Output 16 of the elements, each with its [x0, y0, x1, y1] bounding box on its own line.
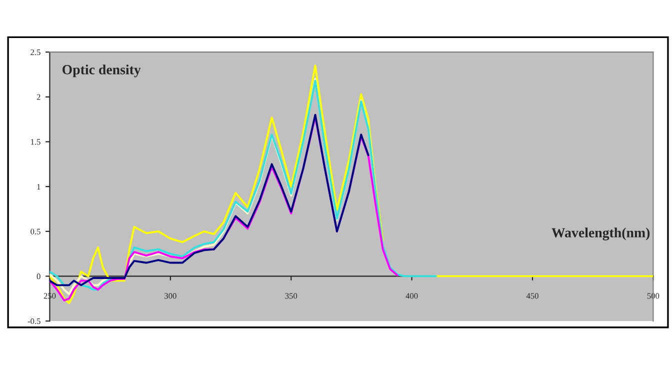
- x-tick-label: 350: [285, 293, 298, 299]
- x-tick-label: 450: [526, 293, 538, 299]
- y-axis-title: Optic density: [62, 64, 141, 78]
- y-tick-label: 0.5: [30, 228, 40, 234]
- y-tick-label: 2: [36, 94, 40, 100]
- y-tick-label: 1: [37, 184, 40, 190]
- y-tick-label: 2.5: [30, 49, 40, 56]
- x-tick-label: 300: [164, 293, 176, 299]
- line-series: [50, 80, 437, 291]
- x-axis-title: Wavelength(nm): [552, 228, 650, 240]
- y-tick-label: 0: [36, 274, 40, 280]
- line-series: [50, 114, 370, 286]
- x-tick-label: 400: [406, 293, 418, 299]
- y-tick-label: 1.5: [31, 139, 40, 145]
- y-tick-label: -0.5: [28, 318, 40, 324]
- x-tick-label: 500: [647, 293, 660, 299]
